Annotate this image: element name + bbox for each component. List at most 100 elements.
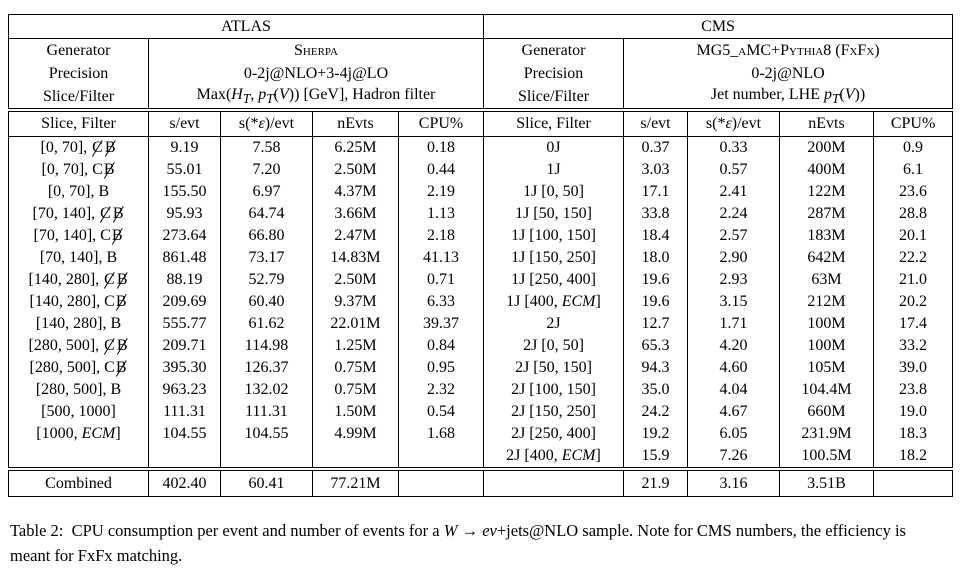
cms-cell: 0.33 [687, 136, 781, 159]
cms-cell: 18.2 [873, 445, 954, 469]
cms-cell: 0.57 [687, 159, 781, 181]
cms-cell: 183M [779, 225, 875, 247]
cms-cell: 24.2 [623, 401, 689, 423]
cms-cell: 18.4 [623, 225, 689, 247]
atlas-cell: 0.54 [397, 401, 485, 423]
atlas-combined-cell: 77.21M [312, 467, 399, 497]
atlas-cell: 111.31 [220, 401, 313, 423]
atlas-cell: 2.18 [397, 225, 485, 247]
cms-cell: 642M [779, 247, 875, 269]
cms-cell: 39.0 [873, 357, 954, 379]
table-row: [70, 140], C B 95.93 64.74 3.66M 1.13 1J [50, … [8, 203, 954, 225]
column-header: nEvts [779, 108, 875, 137]
atlas-cell: [0, 70], CB [8, 159, 149, 181]
cms-cell: 28.8 [873, 203, 954, 225]
cms-cell: 94.3 [623, 357, 689, 379]
column-header-row: Slice, Filter s/evt s(*ε)/evt nEvts CPU% Slic… [8, 108, 954, 137]
cms-cell: 18.3 [873, 423, 954, 445]
atlas-cell: [70, 140], B [8, 247, 149, 269]
column-header: Slice, Filter [483, 108, 625, 137]
atlas-generator-value: Sherpa [147, 38, 485, 62]
atlas-cell: 4.99M [312, 423, 399, 445]
cms-cell: 33.8 [623, 203, 689, 225]
atlas-cell: 104.55 [148, 423, 221, 445]
cms-cell: 2.57 [687, 225, 781, 247]
atlas-cell: 104.55 [220, 423, 313, 445]
atlas-cell: [280, 500], CB [8, 357, 149, 379]
table-combined-section: Combined 402.40 60.41 77.21M 21.9 3.16 3.51B [8, 467, 954, 497]
cms-cell: 122M [779, 181, 875, 203]
atlas-cell: [280, 500], B [8, 379, 149, 401]
cms-cell: 212M [779, 291, 875, 313]
cms-cell: 20.1 [873, 225, 954, 247]
atlas-precision-label: Precision [8, 62, 149, 85]
cms-cell: 23.6 [873, 181, 954, 203]
column-header: s(*ε)/evt [220, 108, 313, 137]
cms-cell: 15.9 [623, 445, 689, 469]
cms-precision-value: 0-2j@NLO [623, 62, 954, 85]
cms-cell: 2J [50, 150] [483, 357, 625, 379]
atlas-cell: 209.69 [148, 291, 221, 313]
atlas-cell: 111.31 [148, 401, 221, 423]
cms-cell: 2J [250, 400] [483, 423, 625, 445]
cms-cell: 105M [779, 357, 875, 379]
cms-cell: 19.6 [623, 291, 689, 313]
cms-cell: 33.2 [873, 335, 954, 357]
cms-generator-label: Generator [483, 38, 625, 62]
atlas-cell: 22.01M [312, 313, 399, 335]
atlas-cell: 14.83M [312, 247, 399, 269]
cms-cell: 1.71 [687, 313, 781, 335]
column-header: CPU% [873, 108, 954, 137]
cms-cell: 2.41 [687, 181, 781, 203]
cms-cell: 7.26 [687, 445, 781, 469]
cms-cell: 4.60 [687, 357, 781, 379]
cms-cell: 6.1 [873, 159, 954, 181]
atlas-cell: 395.30 [148, 357, 221, 379]
atlas-cell: 2.50M [312, 159, 399, 181]
atlas-cell: 6.25M [312, 136, 399, 159]
atlas-cell: 7.58 [220, 136, 313, 159]
table-row: [140, 280], C B 88.19 52.79 2.50M 0.71 1J [250… [8, 269, 954, 291]
atlas-cell: 2.19 [397, 181, 485, 203]
atlas-cell: 0.71 [397, 269, 485, 291]
cms-cell: 2J [400, ECM] [483, 445, 625, 469]
cms-cell: 1J [483, 159, 625, 181]
atlas-cell: 0.44 [397, 159, 485, 181]
cms-cell: 23.8 [873, 379, 954, 401]
combined-row: Combined 402.40 60.41 77.21M 21.9 3.16 3.51B [8, 467, 954, 497]
cms-cell: 200M [779, 136, 875, 159]
atlas-cell: [500, 1000] [8, 401, 149, 423]
cms-combined-cell: 21.9 [623, 467, 689, 497]
atlas-combined-cell: 402.40 [148, 467, 221, 497]
atlas-cell [312, 445, 399, 469]
atlas-cell: 7.20 [220, 159, 313, 181]
column-header: s/evt [148, 108, 221, 137]
cms-cell: 2J [100, 150] [483, 379, 625, 401]
atlas-cell: 95.93 [148, 203, 221, 225]
atlas-precision-value: 0-2j@NLO+3-4j@LO [147, 62, 485, 85]
cms-slice-filter-label: Slice/Filter [483, 85, 625, 110]
atlas-cell [220, 445, 313, 469]
atlas-cell: 1.68 [397, 423, 485, 445]
atlas-cell: 155.50 [148, 181, 221, 203]
cms-cell: 104.4M [779, 379, 875, 401]
atlas-cell: 1.25M [312, 335, 399, 357]
cms-cell: 1J [150, 250] [483, 247, 625, 269]
atlas-cell: 963.23 [148, 379, 221, 401]
table-data-section: [0, 70], C B 9.19 7.58 6.25M 0.18 0J 0.37 0.33 20… [8, 136, 954, 469]
table-row: [280, 500], C B 209.71 114.98 1.25M 0.84 2J [0… [8, 335, 954, 357]
atlas-cell: 114.98 [220, 335, 313, 357]
cms-cell: 35.0 [623, 379, 689, 401]
table-row: [280, 500], B 963.23 132.02 0.75M 2.32 2J [10… [8, 379, 954, 401]
atlas-cell: 6.97 [220, 181, 313, 203]
atlas-cell: 64.74 [220, 203, 313, 225]
table-row: [0, 70], C B 9.19 7.58 6.25M 0.18 0J 0.37 0.33 20… [8, 136, 954, 159]
cms-combined-cell [483, 467, 625, 497]
atlas-cell: 88.19 [148, 269, 221, 291]
cms-cell: 2J [0, 50] [483, 335, 625, 357]
atlas-generator-label: Generator [8, 38, 149, 62]
table-row: [70, 140], CB 273.64 66.80 2.47M 2.18 1J [100… [8, 225, 954, 247]
cms-cell: 4.04 [687, 379, 781, 401]
